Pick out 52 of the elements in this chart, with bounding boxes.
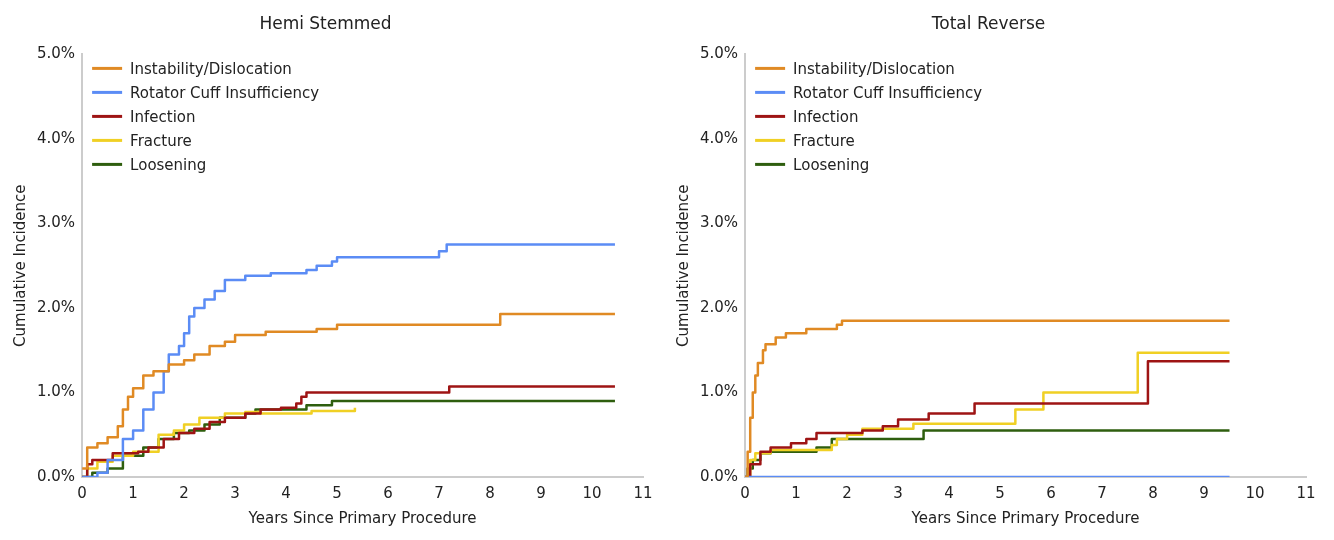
chart-title: Total Reverse <box>930 12 1046 33</box>
y-tick-label: 4.0% <box>700 128 739 147</box>
legend-label: Infection <box>130 108 196 127</box>
y-tick-label: 4.0% <box>37 128 76 147</box>
x-tick-label: 7 <box>434 483 444 502</box>
y-tick-label: 1.0% <box>700 382 739 401</box>
legend-label: Rotator Cuff Insufficiency <box>130 84 320 103</box>
x-tick-label: 2 <box>179 483 189 502</box>
legend-label: Loosening <box>793 156 870 175</box>
x-tick-label: 4 <box>281 483 291 502</box>
y-tick-label: 2.0% <box>700 297 739 316</box>
x-tick-label: 3 <box>893 483 903 502</box>
x-tick-label: 6 <box>383 483 393 502</box>
y-tick-label: 0.0% <box>37 466 76 485</box>
y-tick-label: 2.0% <box>37 297 76 316</box>
legend-label: Fracture <box>130 132 192 151</box>
x-tick-label: 8 <box>1148 483 1158 502</box>
x-tick-label: 11 <box>633 483 653 502</box>
y-tick-label: 5.0% <box>700 44 739 63</box>
x-tick-label: 7 <box>1097 483 1107 502</box>
y-tick-label: 3.0% <box>700 213 739 232</box>
legend-label: Infection <box>793 108 859 127</box>
x-tick-label: 9 <box>1199 483 1209 502</box>
x-axis-title: Years Since Primary Procedure <box>247 508 477 527</box>
x-tick-label: 5 <box>332 483 342 502</box>
legend-label: Fracture <box>793 132 855 151</box>
x-tick-label: 1 <box>791 483 801 502</box>
y-axis-title: Cumulative Incidence <box>673 184 692 347</box>
legend-label: Instability/Dislocation <box>793 60 955 79</box>
legend-label: Instability/Dislocation <box>130 60 292 79</box>
x-tick-label: 1 <box>128 483 138 502</box>
x-axis-title: Years Since Primary Procedure <box>910 508 1140 527</box>
legend-label: Rotator Cuff Insufficiency <box>793 84 983 103</box>
x-tick-label: 10 <box>1245 483 1265 502</box>
y-tick-label: 0.0% <box>700 466 739 485</box>
x-tick-label: 4 <box>944 483 954 502</box>
x-tick-label: 9 <box>536 483 546 502</box>
y-axis-title: Cumulative Incidence <box>10 184 29 347</box>
y-tick-label: 5.0% <box>37 44 76 63</box>
x-tick-label: 10 <box>582 483 602 502</box>
chart-title: Hemi Stemmed <box>259 12 392 33</box>
x-tick-label: 6 <box>1046 483 1056 502</box>
x-tick-label: 11 <box>1296 483 1316 502</box>
y-tick-label: 1.0% <box>37 382 76 401</box>
x-tick-label: 5 <box>995 483 1005 502</box>
x-tick-label: 3 <box>230 483 240 502</box>
y-tick-label: 3.0% <box>37 213 76 232</box>
x-tick-label: 2 <box>842 483 852 502</box>
x-tick-label: 0 <box>740 483 750 502</box>
legend-label: Loosening <box>130 156 207 175</box>
x-tick-label: 8 <box>485 483 495 502</box>
x-tick-label: 0 <box>77 483 87 502</box>
